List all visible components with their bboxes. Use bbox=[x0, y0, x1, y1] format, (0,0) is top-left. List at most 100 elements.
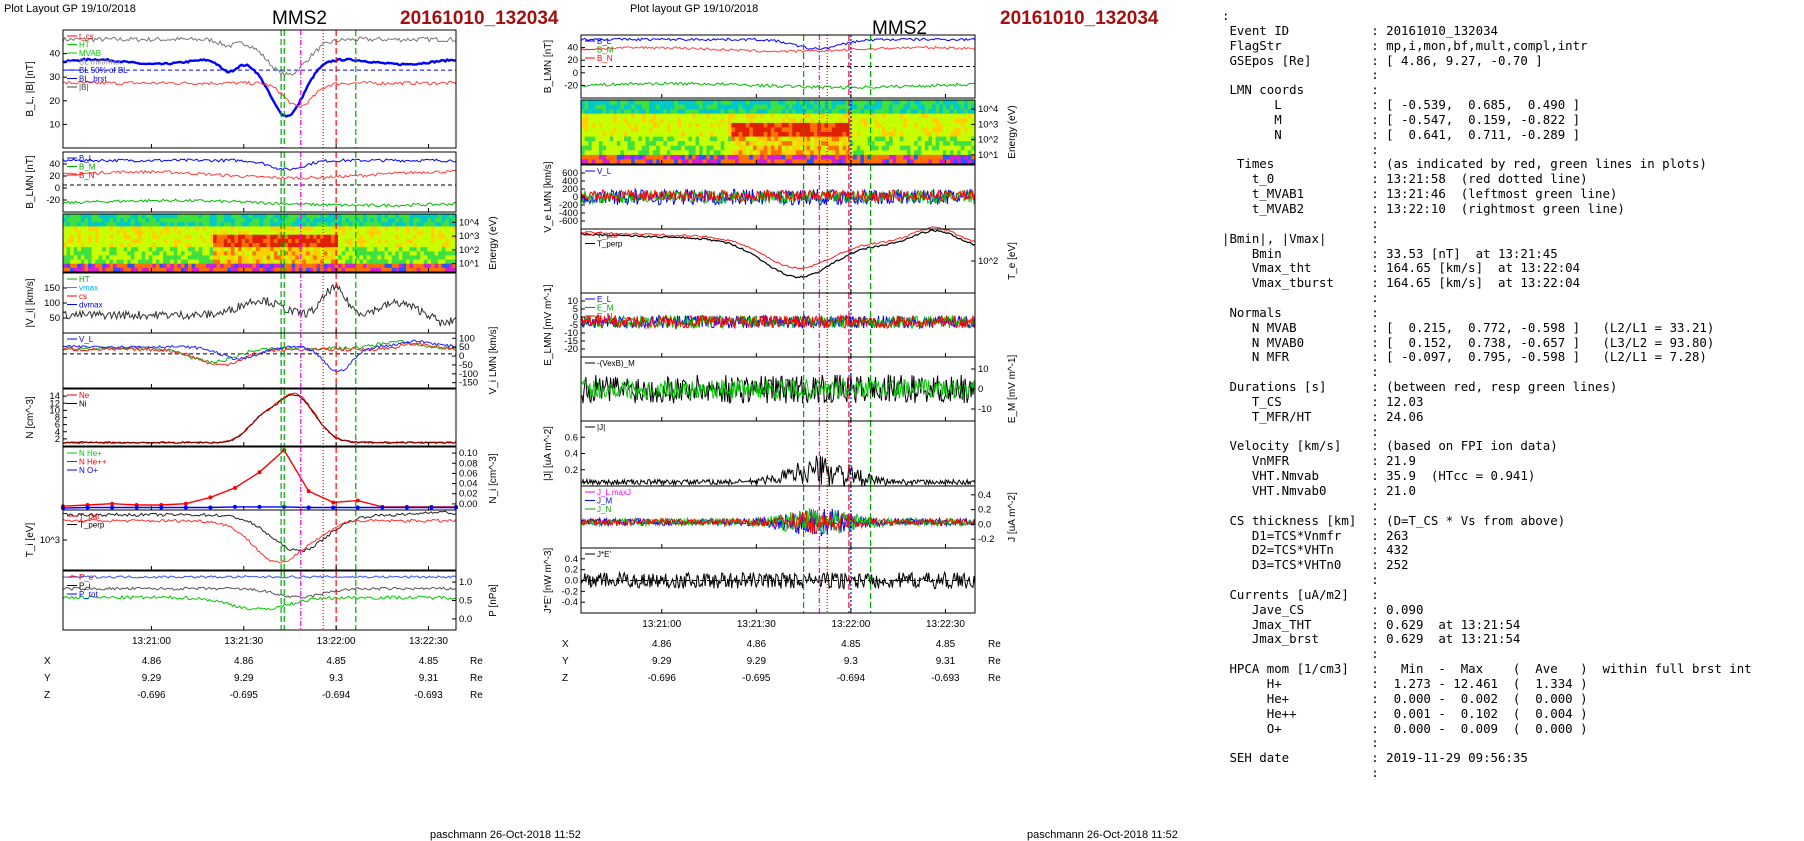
spectrogram-cell bbox=[727, 150, 733, 156]
spectrogram-cell bbox=[370, 238, 375, 244]
spectrogram-cell bbox=[828, 154, 833, 161]
spectrogram-cell bbox=[316, 234, 321, 240]
spectrogram-cell bbox=[388, 247, 393, 252]
spectrogram-cell bbox=[624, 141, 629, 147]
spectrogram-cell bbox=[141, 226, 146, 232]
spectrogram-cell bbox=[896, 118, 901, 124]
event-info-panel: : Event ID : 20161010_132034 FlagStr : m… bbox=[1222, 9, 1797, 809]
spectrogram-cell bbox=[198, 234, 203, 240]
spectrogram-cell bbox=[127, 243, 132, 248]
spectrogram-cell bbox=[752, 141, 758, 147]
spectrogram-cell bbox=[767, 109, 772, 115]
spectrogram-cell bbox=[145, 214, 150, 219]
spectrogram-cell bbox=[313, 234, 318, 240]
spectrogram-cell bbox=[881, 100, 887, 106]
spectrogram-cell bbox=[230, 238, 236, 244]
spectrogram-cell bbox=[209, 234, 214, 240]
spectrogram-cell bbox=[98, 247, 103, 252]
spectrogram-cell bbox=[853, 150, 858, 156]
spectrogram-cell bbox=[663, 145, 668, 151]
spectrogram-cell bbox=[213, 251, 218, 256]
spectrogram-cell bbox=[778, 154, 783, 161]
data-line bbox=[62, 575, 456, 579]
spectrogram-cell bbox=[105, 226, 111, 232]
y-tick-label: 5 bbox=[573, 304, 578, 315]
spectrogram-cell bbox=[105, 267, 111, 273]
spectrogram-cell bbox=[202, 251, 207, 256]
spectrogram-cell bbox=[713, 159, 718, 165]
spectrogram-cell bbox=[742, 150, 747, 156]
spectrogram-cell bbox=[391, 255, 396, 261]
spectrogram-cell bbox=[448, 267, 454, 273]
spectrogram-cell bbox=[95, 247, 100, 252]
spectrogram-cell bbox=[273, 263, 278, 269]
spectrogram-cell bbox=[613, 100, 618, 106]
spectrogram-cell bbox=[273, 230, 278, 236]
spectrogram-cell bbox=[731, 109, 736, 115]
spectrogram-cell bbox=[180, 222, 186, 227]
spectrogram-cell bbox=[423, 251, 428, 256]
spectrogram-cell bbox=[223, 226, 228, 232]
data-line bbox=[63, 80, 457, 109]
spectrogram-cell bbox=[767, 154, 772, 161]
spectrogram-cell bbox=[613, 159, 618, 165]
spectrogram-cell bbox=[681, 154, 686, 161]
spectrogram-cell bbox=[177, 234, 182, 240]
spectrogram-cell bbox=[917, 159, 922, 165]
spectrogram-cell bbox=[752, 145, 758, 151]
spectrogram-cell bbox=[924, 127, 930, 133]
spectrogram-cell bbox=[277, 267, 282, 273]
spectrogram-cell bbox=[427, 226, 432, 232]
spectrogram-cell bbox=[309, 247, 314, 252]
spectrogram-cell bbox=[77, 263, 82, 269]
spectrogram-cell bbox=[788, 159, 793, 165]
spectrogram-cell bbox=[606, 122, 611, 129]
spectrogram-cell bbox=[681, 150, 686, 156]
spectrogram-cell bbox=[649, 113, 654, 119]
spectrogram-cell bbox=[241, 251, 246, 256]
ephemeris-value: 9.31 bbox=[936, 656, 956, 667]
spectrogram-cell bbox=[109, 247, 114, 252]
spectrogram-cell bbox=[173, 222, 178, 227]
spectrogram-cell bbox=[163, 214, 168, 219]
spectrogram-cell bbox=[774, 136, 779, 142]
panel-border bbox=[62, 332, 457, 389]
spectrogram-cell bbox=[295, 247, 300, 252]
spectrogram-cell bbox=[595, 136, 600, 142]
spectrogram-cell bbox=[846, 159, 851, 165]
spectrogram-cell bbox=[638, 154, 643, 161]
spectrogram-cell bbox=[305, 238, 311, 244]
spectrogram-cell bbox=[688, 145, 693, 151]
spectrogram-cell bbox=[774, 104, 779, 110]
spectrogram-cell bbox=[434, 222, 439, 227]
spectrogram-cell bbox=[413, 222, 418, 227]
spectrogram-cell bbox=[105, 238, 111, 244]
spectrogram-cell bbox=[177, 259, 182, 265]
spectrogram-cell bbox=[720, 109, 725, 115]
spectrogram-cell bbox=[921, 132, 926, 138]
spectrogram-cell bbox=[756, 100, 761, 106]
spectrogram-cell bbox=[373, 263, 378, 269]
spectrogram-cell bbox=[84, 238, 89, 244]
spectrogram-cell bbox=[152, 222, 157, 227]
spectrogram-cell bbox=[717, 109, 722, 115]
legend-entry: BL 50% of BL bbox=[79, 66, 128, 75]
spectrogram-cell bbox=[803, 145, 808, 151]
legend-entry: MVAB bbox=[79, 49, 101, 58]
spectrogram-cell bbox=[155, 247, 161, 252]
spectrogram-cell bbox=[363, 218, 368, 223]
y-tick-label: 10^1 bbox=[459, 259, 479, 270]
spectrogram-cell bbox=[391, 247, 396, 252]
spectrogram-cell bbox=[624, 154, 629, 161]
spectrogram-cell bbox=[248, 243, 253, 248]
data-point bbox=[257, 504, 262, 509]
spectrogram-cell bbox=[255, 230, 261, 236]
spectrogram-cell bbox=[381, 263, 386, 269]
spectrogram-cell bbox=[860, 122, 865, 129]
spectrogram-cell bbox=[205, 263, 211, 269]
spectrogram-cell bbox=[652, 109, 657, 115]
spectrogram-cell bbox=[373, 247, 378, 252]
spectrogram-cell bbox=[871, 118, 876, 124]
